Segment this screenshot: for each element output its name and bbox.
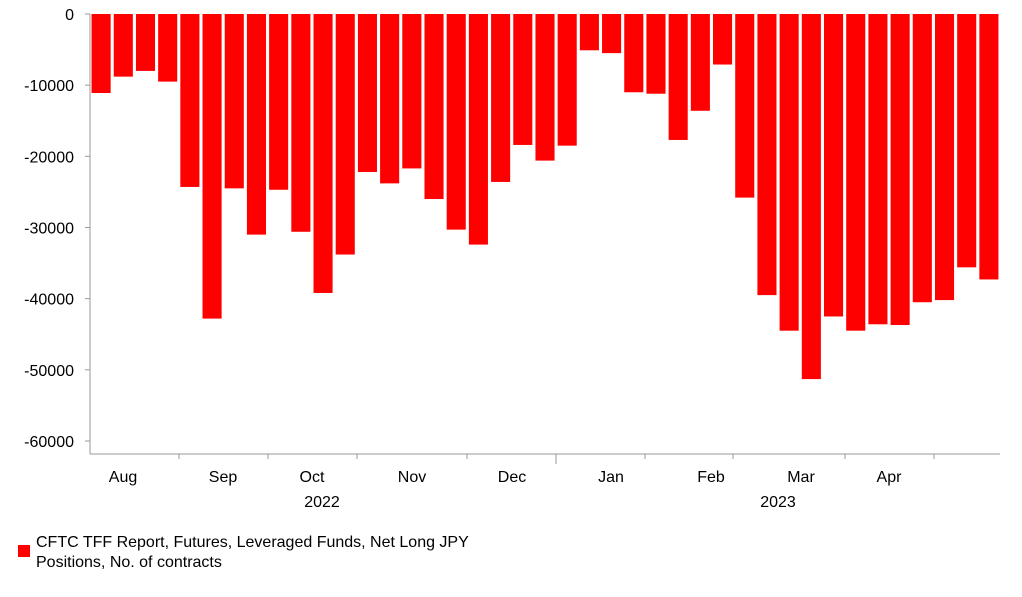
bar [424, 14, 444, 200]
bar [91, 14, 111, 93]
bar [135, 14, 156, 71]
bar [357, 14, 377, 172]
bar [735, 14, 755, 198]
bar [668, 14, 688, 140]
bar [779, 14, 799, 331]
bar [202, 14, 222, 319]
year-label: 2023 [760, 494, 796, 511]
bar [246, 14, 267, 235]
bar [579, 14, 599, 51]
bar [224, 14, 244, 189]
legend: CFTC TFF Report, Futures, Leveraged Fund… [18, 533, 516, 573]
bar [380, 14, 400, 184]
y-tick-label: -10000 [24, 78, 74, 95]
bar [291, 14, 311, 232]
bar [801, 14, 821, 380]
bar [180, 14, 200, 187]
y-tick-label: -60000 [24, 434, 74, 451]
bar [313, 14, 333, 293]
bar [690, 14, 710, 111]
x-tick-label: Oct [300, 469, 325, 486]
x-tick-label: Sep [209, 469, 238, 486]
x-tick-label: Apr [877, 469, 903, 486]
bar [113, 14, 133, 77]
bar [846, 14, 866, 331]
bar-series [91, 14, 999, 380]
bar [535, 14, 555, 161]
bar [624, 14, 644, 93]
bar [868, 14, 888, 325]
x-tick-label: Jan [598, 469, 624, 486]
y-axis-ticks: 0 -10000 -20000 -30000 -40000 -50000 -60000 [24, 7, 90, 451]
bar [713, 14, 733, 65]
bar [646, 14, 666, 94]
bar [468, 14, 488, 245]
bar [602, 14, 622, 54]
bar [158, 14, 178, 82]
x-axis-month-labels: Aug Sep Oct Nov Dec Jan Feb Mar Apr [109, 469, 902, 486]
y-tick-label: -50000 [24, 363, 74, 380]
x-tick-label: Mar [787, 469, 815, 486]
bar [890, 14, 910, 325]
bar [557, 14, 577, 146]
bar [757, 14, 777, 296]
bar [823, 14, 844, 317]
y-tick-label: 0 [65, 7, 74, 24]
bar [513, 14, 533, 145]
x-axis-year-labels: 2022 2023 [304, 494, 796, 511]
y-tick-label: -30000 [24, 221, 74, 238]
bar-chart: 0 -10000 -20000 -30000 -40000 -50000 -60000 Au… [24, 7, 1000, 511]
bar [269, 14, 289, 190]
x-tick-label: Dec [498, 469, 526, 486]
x-axis-ticks [178, 454, 935, 464]
bar [491, 14, 511, 182]
legend-swatch [18, 545, 30, 557]
bar [979, 14, 999, 280]
bar [912, 14, 932, 303]
bar [402, 14, 422, 169]
bar [957, 14, 977, 268]
x-tick-label: Feb [697, 469, 725, 486]
x-tick-label: Aug [109, 469, 137, 486]
bar [446, 14, 466, 230]
legend-label: CFTC TFF Report, Futures, Leveraged Fund… [36, 534, 469, 571]
year-label: 2022 [304, 494, 340, 511]
y-tick-label: -40000 [24, 292, 74, 309]
x-tick-label: Nov [398, 469, 426, 486]
bar [934, 14, 955, 301]
bar [335, 14, 355, 255]
y-tick-label: -20000 [24, 149, 74, 166]
